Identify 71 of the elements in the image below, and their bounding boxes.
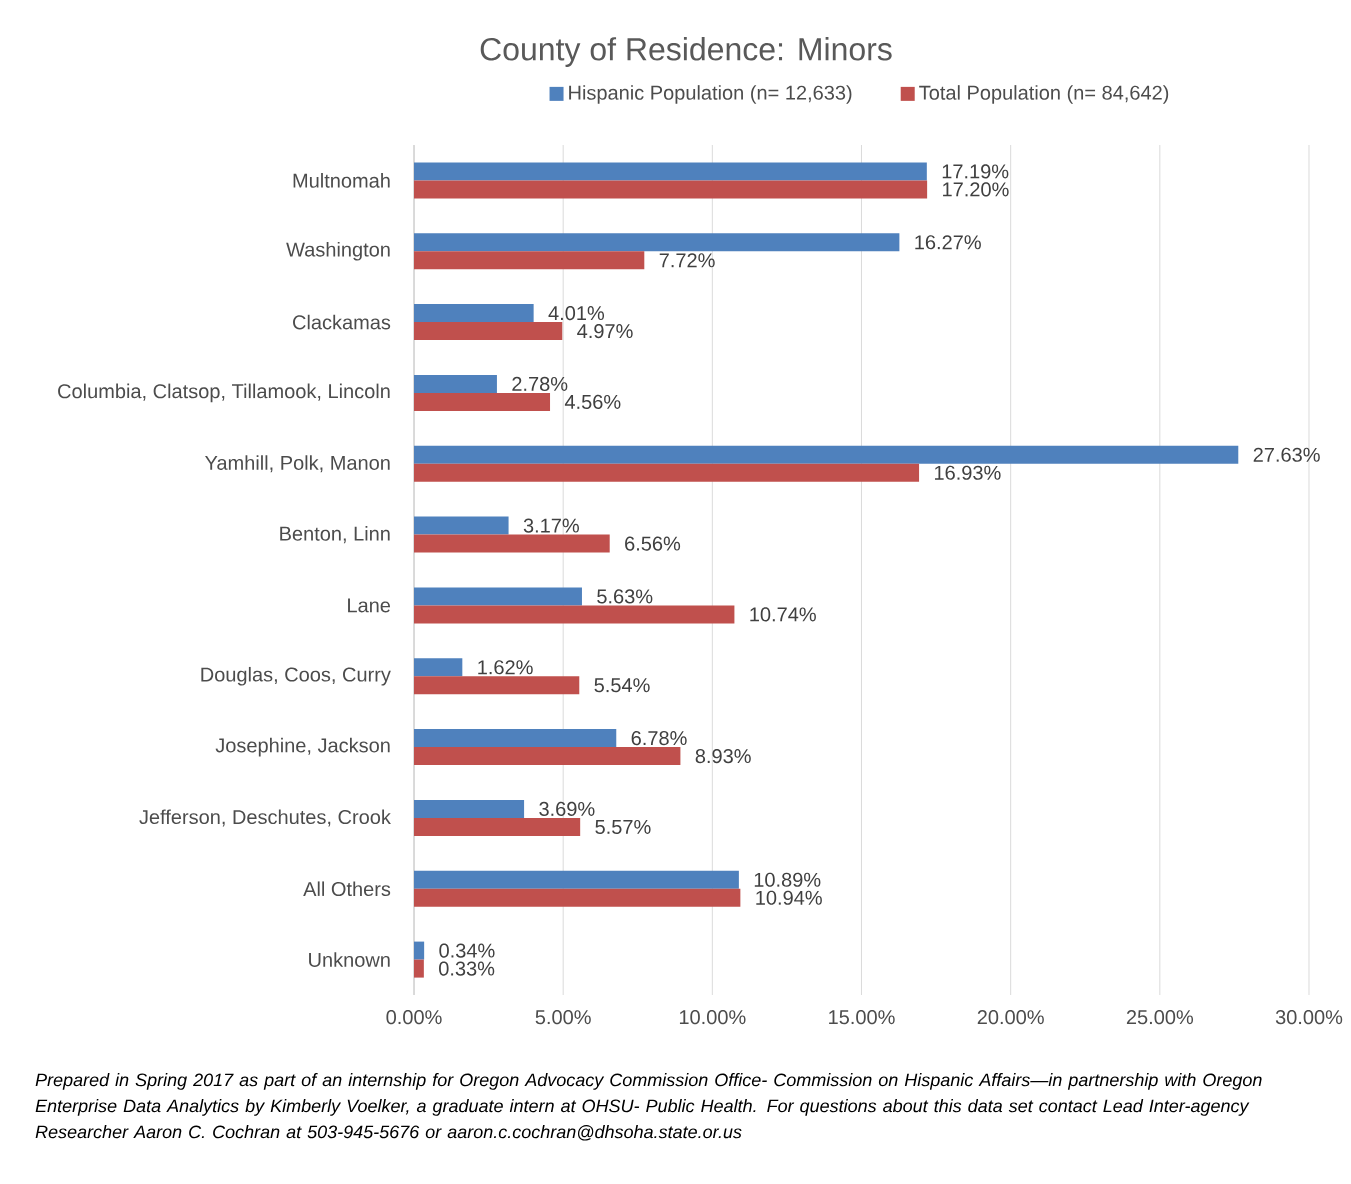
bar	[414, 463, 920, 482]
y-tick-label: Josephine, Jackson	[215, 737, 390, 757]
bar	[414, 251, 645, 270]
x-tick-label: 30.00%	[1275, 1010, 1343, 1025]
data-label: 4.56%	[564, 394, 621, 409]
x-tick-label: 5.00%	[535, 1010, 591, 1025]
bar	[414, 799, 525, 818]
data-label: 27.63%	[1253, 447, 1320, 462]
y-tick-label: Jefferson, Deschutes, Crook	[139, 809, 391, 827]
x-tick-label: 10.00%	[679, 1010, 746, 1025]
bar	[414, 233, 900, 252]
bar	[414, 676, 580, 695]
data-label: 5.57%	[595, 819, 651, 834]
y-tick-label: Washington	[286, 241, 390, 261]
bar	[414, 605, 735, 624]
bar	[414, 941, 425, 960]
data-label: 5.54%	[594, 678, 650, 693]
chart-title: County of Residence: Minors	[480, 37, 892, 67]
data-label: 0.34%	[439, 943, 495, 958]
data-label: 4.97%	[577, 324, 633, 339]
bar	[414, 392, 551, 411]
data-label: 8.93%	[695, 749, 751, 764]
bar	[414, 445, 1239, 464]
data-label: 6.56%	[625, 536, 681, 551]
bar	[414, 870, 739, 889]
data-label: 7.72%	[659, 253, 715, 268]
data-label: 0.33%	[439, 961, 495, 976]
y-tick-label: Multnomah	[293, 173, 390, 188]
x-tick-label: 0.00%	[386, 1010, 442, 1025]
text: Prepared in Spring 2017 as part of an internship for Oregon Advocacy Commission Office- Commission on Hispanic Affairs—in partnership with Oregon Enterprise Data Analytics by Kimberly Voelker, a graduate intern at OHSU- Public Health. For questions about this data set contact Lead Inter-agency Researcher Aaron C. Cochran at 503-945-5676 or aaron.c.cochran@dhsoha.state.or.us	[35, 1073, 1262, 1141]
bar	[414, 658, 463, 677]
data-label: 17.20%	[943, 182, 1009, 197]
legend-label: Total Population (n= 84,642)	[919, 85, 1169, 104]
bar	[414, 747, 681, 766]
y-tick-label: Lane	[348, 598, 391, 613]
y-tick-label: Columbia, Clatsop, Tillamook, Lincoln	[58, 383, 390, 403]
data-label: 10.89%	[754, 872, 821, 887]
bar	[414, 180, 928, 199]
data-label: 3.17%	[523, 518, 579, 533]
y-tick-label: Yamhill, Polk, Manon	[205, 455, 390, 473]
x-tick-label: 15.00%	[829, 1010, 895, 1025]
bar	[414, 817, 581, 836]
data-label: 2.78%	[512, 376, 568, 392]
y-tick-label: Unknown	[309, 952, 390, 967]
bar	[414, 534, 610, 553]
data-label: 5.63%	[597, 589, 653, 604]
y-tick-label: Clackamas	[293, 314, 391, 330]
bar	[414, 888, 741, 907]
bar	[414, 959, 424, 978]
data-label: 6.78%	[631, 731, 687, 746]
data-label: 17.19%	[942, 164, 1009, 179]
bar	[414, 516, 509, 535]
bar	[414, 587, 582, 606]
bar	[414, 729, 617, 748]
x-tick-label: 25.00%	[1126, 1010, 1194, 1025]
bar	[414, 304, 534, 323]
bar	[414, 322, 563, 341]
data-label: 10.94%	[756, 890, 822, 905]
x-tick-label: 20.00%	[977, 1010, 1044, 1025]
y-tick-label: Benton, Linn	[280, 526, 390, 544]
data-label: 10.74%	[750, 607, 816, 622]
bar	[414, 162, 927, 181]
data-label: 4.01%	[548, 306, 605, 321]
y-tick-label: All Others	[303, 881, 391, 897]
bar	[414, 374, 497, 393]
data-label: 3.69%	[539, 801, 595, 816]
y-tick-label: Douglas, Coos, Curry	[201, 666, 391, 686]
data-label: 16.93%	[935, 465, 1001, 480]
legend-label: Hispanic Population (n= 12,633)	[569, 85, 852, 104]
data-label: 1.62%	[478, 660, 533, 675]
data-label: 16.27%	[915, 235, 981, 250]
